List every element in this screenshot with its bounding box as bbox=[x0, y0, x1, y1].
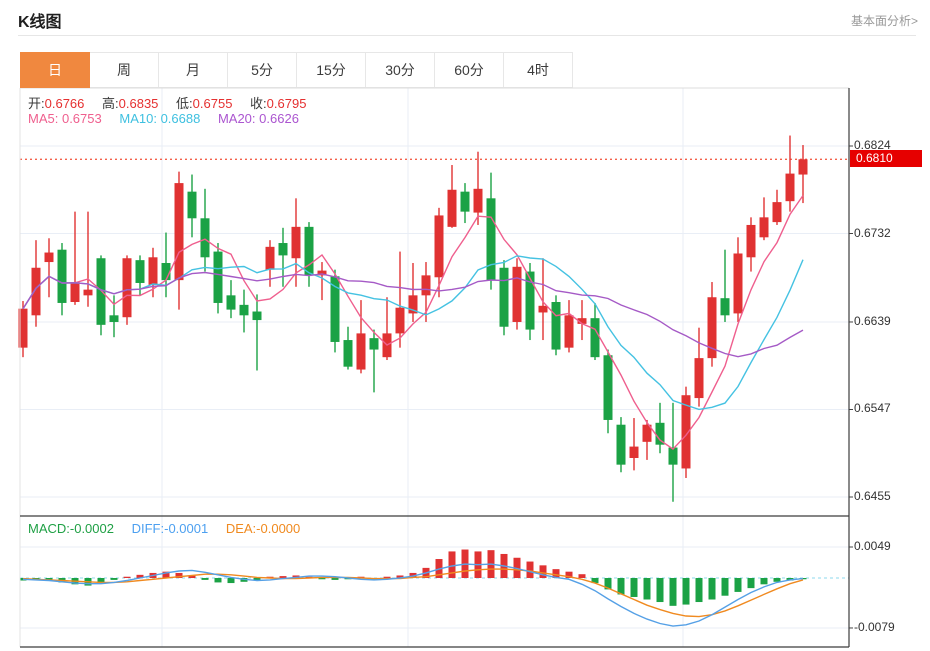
ma10-value: 0.6688 bbox=[160, 111, 201, 126]
ma20-label: MA20: bbox=[217, 111, 256, 126]
low-value: 0.6755 bbox=[192, 96, 233, 111]
diff-value: -0.0001 bbox=[164, 521, 209, 536]
close-label: 收: bbox=[250, 96, 267, 111]
close-value: 0.6795 bbox=[266, 96, 307, 111]
macd-value: -0.0002 bbox=[69, 521, 114, 536]
header-divider bbox=[18, 35, 916, 36]
ohlc-info-row: 开:0.6766 高:0.6835 低:0.6755 收:0.6795 bbox=[28, 93, 306, 112]
axis-tick-label: -0.0079 bbox=[854, 619, 895, 634]
ma10-label: MA10: bbox=[119, 111, 157, 126]
tab-day[interactable]: 日 bbox=[20, 52, 90, 88]
tab-60m[interactable]: 60分 bbox=[434, 52, 504, 88]
tab-month[interactable]: 月 bbox=[158, 52, 228, 88]
high-value: 0.6835 bbox=[118, 96, 159, 111]
low-label: 低: bbox=[176, 96, 193, 111]
macd-info-row: MACD:-0.0002 DIFF:-0.0001 DEA:-0.0000 bbox=[28, 521, 300, 536]
axis-tick-label: 0.0049 bbox=[854, 539, 891, 553]
price-axis: 0.6824 0.6732 0.6639 0.6547 0.6455 0.0049 -0.0… bbox=[854, 0, 930, 651]
ma5-label: MA5: bbox=[28, 111, 59, 126]
axis-tick-label: 0.6547 bbox=[854, 401, 891, 416]
tab-30m[interactable]: 30分 bbox=[365, 52, 435, 88]
dea-value: -0.0000 bbox=[256, 521, 301, 536]
axis-tick-label: 0.6824 bbox=[854, 138, 891, 152]
page-title: K线图 bbox=[18, 14, 62, 31]
diff-label: DIFF: bbox=[131, 521, 165, 536]
open-label: 开: bbox=[28, 96, 45, 111]
open-value: 0.6766 bbox=[44, 96, 85, 111]
axis-tick-label: 0.6455 bbox=[854, 489, 891, 503]
axis-tick-label: 0.6639 bbox=[854, 313, 891, 328]
interval-tabs: 日周月 5分 15分 30分 60分 4时 bbox=[20, 52, 573, 88]
fundamental-analysis-link[interactable]: 基本面分析> bbox=[850, 14, 918, 28]
tab-5m[interactable]: 5分 bbox=[227, 52, 297, 88]
ma20-value: 0.6626 bbox=[259, 111, 299, 126]
axis-tick-label: 0.6732 bbox=[854, 225, 891, 240]
dea-label: DEA: bbox=[225, 521, 257, 536]
last-price-badge: 0.6810 bbox=[850, 150, 922, 168]
ma5-value: 0.6753 bbox=[61, 111, 102, 126]
macd-label: MACD: bbox=[28, 521, 70, 536]
tab-15m[interactable]: 15分 bbox=[296, 52, 366, 88]
high-label: 高: bbox=[102, 96, 119, 111]
ma-info-row: MA5: 0.6753 MA10: 0.6688 MA20: 0.6626 bbox=[28, 111, 299, 126]
